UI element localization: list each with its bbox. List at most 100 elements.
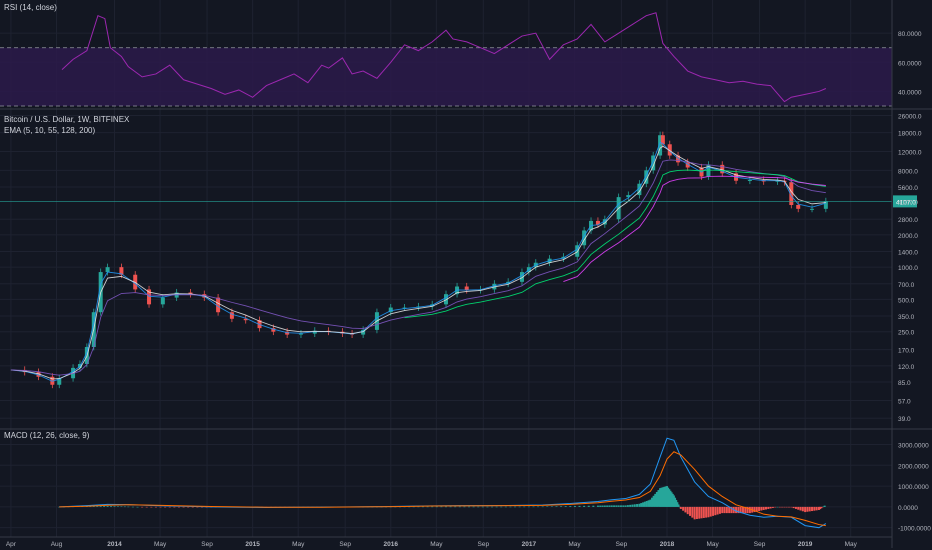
candle[interactable]	[361, 329, 366, 335]
macd-histogram-bar[interactable]	[463, 506, 466, 508]
macd-histogram-bar[interactable]	[435, 506, 438, 508]
candle[interactable]	[464, 286, 469, 291]
macd-histogram-bar[interactable]	[113, 506, 116, 507]
macd-histogram-bar[interactable]	[636, 504, 639, 507]
macd-histogram-bar[interactable]	[196, 506, 199, 508]
macd-histogram-bar[interactable]	[689, 506, 692, 516]
macd-histogram-bar[interactable]	[755, 506, 758, 512]
candle[interactable]	[147, 289, 152, 305]
macd-histogram-bar[interactable]	[555, 506, 558, 507]
candle[interactable]	[706, 164, 711, 177]
candle[interactable]	[602, 219, 607, 225]
macd-histogram-bar[interactable]	[774, 506, 777, 508]
macd-histogram-bar[interactable]	[187, 506, 190, 508]
macd-histogram-bar[interactable]	[677, 504, 680, 507]
price-pane[interactable]: 4107.0	[0, 131, 917, 389]
macd-histogram-bar[interactable]	[753, 506, 756, 513]
macd-histogram-bar[interactable]	[177, 506, 180, 508]
macd-histogram-bar[interactable]	[678, 506, 681, 508]
macd-histogram-bar[interactable]	[815, 506, 818, 511]
candle[interactable]	[747, 180, 752, 182]
macd-histogram-bar[interactable]	[412, 506, 415, 508]
macd-histogram-bar[interactable]	[486, 506, 489, 508]
macd-histogram-bar[interactable]	[662, 487, 665, 507]
macd-histogram-bar[interactable]	[523, 506, 526, 508]
macd-histogram-bar[interactable]	[440, 506, 443, 508]
macd-histogram-bar[interactable]	[781, 506, 784, 508]
candle[interactable]	[388, 307, 393, 313]
macd-histogram-bar[interactable]	[116, 506, 119, 507]
macd-histogram-bar[interactable]	[631, 504, 634, 507]
macd-histogram-bar[interactable]	[705, 506, 708, 518]
candle[interactable]	[789, 182, 794, 205]
macd-histogram-bar[interactable]	[822, 506, 825, 508]
macd-histogram-bar[interactable]	[813, 506, 816, 511]
candle[interactable]	[188, 292, 193, 295]
candle[interactable]	[519, 272, 524, 282]
candle[interactable]	[676, 155, 681, 163]
macd-histogram-bar[interactable]	[426, 506, 429, 508]
macd-histogram-bar[interactable]	[676, 502, 679, 507]
macd-histogram-bar[interactable]	[546, 506, 549, 507]
macd-histogram-bar[interactable]	[136, 506, 139, 508]
macd-histogram-bar[interactable]	[776, 506, 779, 508]
macd-histogram-bar[interactable]	[700, 506, 703, 519]
macd-histogram-bar[interactable]	[560, 506, 563, 507]
macd-histogram-bar[interactable]	[583, 505, 586, 507]
candle[interactable]	[685, 162, 690, 168]
macd-histogram-bar[interactable]	[806, 506, 809, 512]
macd-histogram-bar[interactable]	[764, 506, 767, 510]
macd-histogram-bar[interactable]	[666, 486, 668, 507]
macd-histogram-bar[interactable]	[573, 505, 576, 507]
macd-histogram-bar[interactable]	[723, 506, 726, 514]
macd-histogram-bar[interactable]	[808, 506, 811, 512]
macd-histogram-bar[interactable]	[820, 506, 823, 509]
macd-histogram-bar[interactable]	[691, 506, 694, 518]
macd-histogram-bar[interactable]	[655, 491, 658, 507]
macd-histogram-bar[interactable]	[491, 506, 494, 508]
candle[interactable]	[644, 170, 649, 184]
macd-histogram-bar[interactable]	[790, 506, 793, 508]
macd-histogram-bar[interactable]	[679, 506, 682, 509]
macd-histogram-bar[interactable]	[603, 505, 606, 507]
candle[interactable]	[626, 195, 631, 198]
macd-histogram-bar[interactable]	[739, 506, 742, 514]
macd-histogram-bar[interactable]	[527, 506, 530, 508]
macd-histogram-bar[interactable]	[686, 506, 689, 515]
candle[interactable]	[160, 297, 165, 305]
macd-histogram-bar[interactable]	[610, 505, 613, 507]
macd-histogram-bar[interactable]	[725, 506, 728, 514]
rsi-pane[interactable]	[0, 12, 892, 107]
macd-histogram-bar[interactable]	[647, 500, 650, 507]
macd-histogram-bar[interactable]	[712, 506, 715, 516]
macd-histogram-bar[interactable]	[741, 506, 744, 514]
macd-histogram-bar[interactable]	[504, 506, 507, 508]
macd-histogram-bar[interactable]	[702, 506, 705, 518]
macd-histogram-bar[interactable]	[714, 506, 717, 516]
macd-histogram-bar[interactable]	[613, 505, 616, 507]
macd-histogram-bar[interactable]	[96, 506, 99, 507]
macd-histogram-bar[interactable]	[669, 490, 672, 507]
candle[interactable]	[444, 294, 448, 305]
ema55-line[interactable]	[10, 159, 826, 376]
candle[interactable]	[229, 312, 234, 319]
macd-histogram-bar[interactable]	[191, 506, 194, 508]
macd-histogram-bar[interactable]	[735, 506, 738, 514]
macd-histogram-bar[interactable]	[601, 505, 604, 507]
macd-histogram-bar[interactable]	[767, 506, 770, 509]
candle[interactable]	[298, 333, 303, 335]
macd-histogram-bar[interactable]	[164, 506, 167, 508]
macd-histogram-bar[interactable]	[145, 506, 148, 508]
candle[interactable]	[312, 330, 317, 334]
macd-histogram-bar[interactable]	[746, 506, 749, 514]
candle[interactable]	[720, 164, 725, 174]
macd-histogram-bar[interactable]	[619, 505, 622, 507]
macd-histogram-bar[interactable]	[811, 506, 814, 512]
macd-histogram-bar[interactable]	[578, 505, 581, 507]
macd-histogram-bar[interactable]	[514, 506, 517, 508]
macd-histogram-bar[interactable]	[799, 506, 802, 511]
candle[interactable]	[658, 135, 663, 156]
macd-histogram-bar[interactable]	[99, 506, 102, 507]
candle[interactable]	[810, 208, 815, 210]
macd-histogram-bar[interactable]	[638, 503, 641, 507]
